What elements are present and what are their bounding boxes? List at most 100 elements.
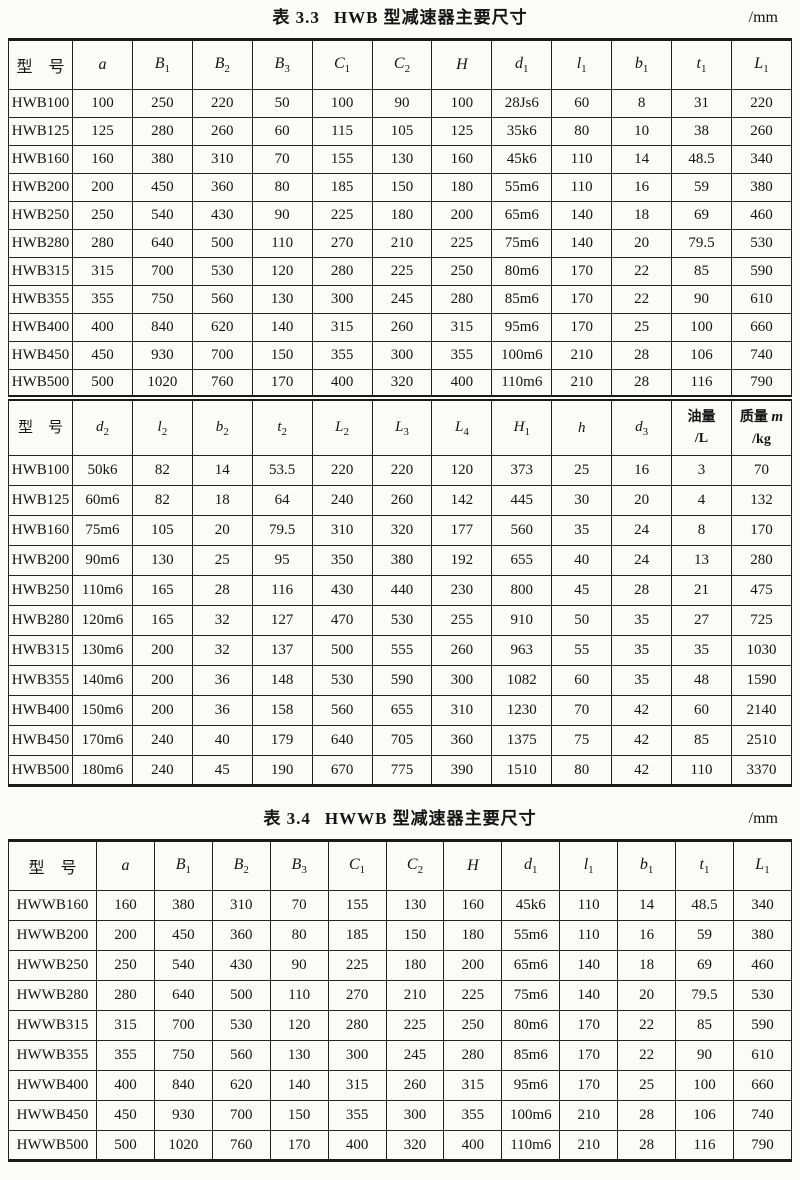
value-cell: 28 <box>191 575 253 606</box>
table-row: HWWB450 450 930 700 150 355 300 355 100m6 210 28 10… <box>8 1100 793 1131</box>
value-cell: 380 <box>730 173 793 202</box>
value-cell: 110 <box>269 980 329 1011</box>
value-cell: 700 <box>191 341 253 370</box>
value-cell: 800 <box>491 575 553 606</box>
value-cell: 79.5 <box>675 980 734 1011</box>
column-header: L2 <box>311 394 373 456</box>
value-cell: 185 <box>327 920 387 951</box>
table-row: HWB200 90m6 130 25 95 350 380 192 655 40 24 13 280 <box>8 545 793 576</box>
value-cell: 250 <box>72 201 133 230</box>
value-cell: 170 <box>551 257 613 286</box>
column-header: d3 <box>611 394 673 456</box>
value-cell: 240 <box>131 755 193 786</box>
value-cell: 1375 <box>491 725 553 756</box>
value-cell: 48.5 <box>671 145 732 174</box>
value-cell: 125 <box>431 117 493 146</box>
model-cell: HWB280 <box>8 605 73 636</box>
value-cell: 400 <box>96 1070 155 1101</box>
table-3-3-title: HWB 型减速器主要尺寸 <box>333 8 528 27</box>
value-cell: 28 <box>611 341 673 370</box>
column-header: 油量/L <box>671 394 732 456</box>
column-header: B2 <box>211 840 271 891</box>
value-cell: 355 <box>96 1040 155 1071</box>
value-cell: 22 <box>611 285 673 314</box>
value-cell: 270 <box>311 229 373 258</box>
value-cell: 110 <box>551 145 613 174</box>
value-cell: 500 <box>191 229 253 258</box>
value-cell: 445 <box>491 485 553 516</box>
value-cell: 32 <box>191 605 253 636</box>
table-row: HWB280 280 640 500 110 270 210 225 75m6 140 20 79.5… <box>8 229 793 258</box>
value-cell: 64 <box>251 485 313 516</box>
value-cell: 22 <box>617 1040 677 1071</box>
model-cell: HWB200 <box>8 545 73 576</box>
value-cell: 180 <box>371 201 433 230</box>
value-cell: 200 <box>443 950 503 981</box>
value-cell: 355 <box>443 1100 503 1131</box>
column-header: a <box>96 840 155 891</box>
value-cell: 430 <box>211 950 271 981</box>
value-cell: 200 <box>131 665 193 696</box>
value-cell: 85m6 <box>491 285 553 314</box>
table-row: HWB125 125 280 260 60 115 105 125 35k6 80 10 38 260 <box>8 117 793 146</box>
value-cell: 120 <box>269 1010 329 1041</box>
value-cell: 775 <box>371 755 433 786</box>
value-cell: 100 <box>431 89 493 118</box>
value-cell: 140 <box>551 201 613 230</box>
value-cell: 280 <box>443 1040 503 1071</box>
value-cell: 450 <box>131 173 193 202</box>
model-cell: HWWB160 <box>8 890 97 921</box>
column-header: B1 <box>153 840 213 891</box>
value-cell: 620 <box>191 313 253 342</box>
value-cell: 500 <box>311 635 373 666</box>
value-cell: 380 <box>371 545 433 576</box>
model-cell: HWB125 <box>8 117 73 146</box>
table-row: HWWB250 250 540 430 90 225 180 200 65m6 140 18 69 46… <box>8 950 793 981</box>
value-cell: 590 <box>371 665 433 696</box>
value-cell: 740 <box>730 341 793 370</box>
value-cell: 360 <box>191 173 253 202</box>
value-cell: 75m6 <box>491 229 553 258</box>
value-cell: 35 <box>551 515 613 546</box>
value-cell: 65m6 <box>501 950 561 981</box>
value-cell: 116 <box>251 575 313 606</box>
model-column-header: 型 号 <box>8 39 73 90</box>
value-cell: 35k6 <box>491 117 553 146</box>
model-cell: HWWB200 <box>8 920 97 951</box>
value-cell: 310 <box>311 515 373 546</box>
value-cell: 180 <box>443 920 503 951</box>
value-cell: 245 <box>385 1040 445 1071</box>
value-cell: 210 <box>371 229 433 258</box>
value-cell: 130 <box>371 145 433 174</box>
value-cell: 28 <box>611 369 673 398</box>
model-column-header: 型 号 <box>8 394 73 456</box>
value-cell: 460 <box>730 201 793 230</box>
value-cell: 700 <box>153 1010 213 1041</box>
value-cell: 790 <box>730 369 793 398</box>
model-cell: HWB500 <box>8 755 73 786</box>
table-row: HWWB160 160 380 310 70 155 130 160 45k6 110 14 48.5… <box>8 890 793 921</box>
column-header: C2 <box>385 840 445 891</box>
value-cell: 1030 <box>730 635 793 666</box>
table-row: HWB250 110m6 165 28 116 430 440 230 800 45 28 21 475 <box>8 575 793 606</box>
value-cell: 260 <box>371 313 433 342</box>
value-cell: 160 <box>96 890 155 921</box>
value-cell: 500 <box>96 1130 155 1161</box>
value-cell: 60 <box>671 695 732 726</box>
value-cell: 28 <box>617 1130 677 1161</box>
value-cell: 2510 <box>730 725 793 756</box>
model-cell: HWB450 <box>8 725 73 756</box>
value-cell: 340 <box>730 145 793 174</box>
value-cell: 90 <box>269 950 329 981</box>
value-cell: 70 <box>269 890 329 921</box>
value-cell: 620 <box>211 1070 271 1101</box>
value-cell: 14 <box>617 890 677 921</box>
value-cell: 355 <box>72 285 133 314</box>
model-cell: HWB200 <box>8 173 73 202</box>
value-cell: 35 <box>671 635 732 666</box>
table-3-4-number: 表 3.4 <box>263 809 311 828</box>
value-cell: 170m6 <box>72 725 133 756</box>
column-header: H1 <box>491 394 553 456</box>
value-cell: 155 <box>327 890 387 921</box>
